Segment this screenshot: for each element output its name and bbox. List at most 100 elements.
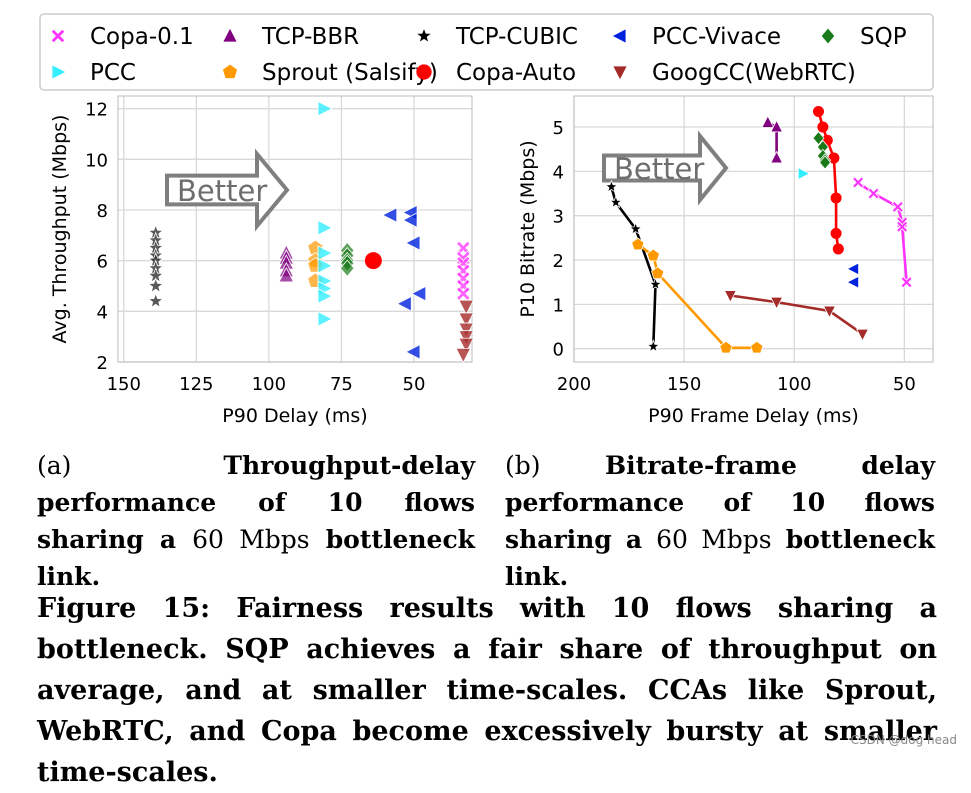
series-pcc: [317, 100, 333, 327]
data-point-pcc: [317, 219, 333, 236]
data-point-pcc-vivace: [396, 295, 412, 312]
series-tcp-cubic: [147, 224, 165, 309]
subcaption-b-suffix: bottleneck link.: [505, 525, 935, 591]
legend-label-copa-auto: Copa-Auto: [456, 60, 576, 86]
data-point-pcc-vivace: [410, 285, 427, 302]
data-point-sqp: [812, 130, 825, 146]
legend-marker-googcc-webrtc: [612, 65, 628, 81]
legend-marker-pcc-vivace: [611, 28, 627, 44]
data-point-googcc-webrtc: [770, 296, 784, 310]
legend-label-sqp: SQP: [860, 24, 907, 50]
data-point-copa-auto: [830, 192, 842, 204]
subcaption-b-link: 60 Mbps: [656, 525, 772, 554]
series-copa-0-1: [852, 176, 913, 289]
data-point-pcc-vivace: [846, 275, 859, 289]
y-axis-label: Avg. Throughput (Mbps): [49, 115, 71, 344]
series-sqp: [812, 130, 832, 170]
x-tick-label: 150: [667, 374, 701, 395]
legend-label-sprout-salsify: Sprout (Salsify): [262, 60, 438, 86]
data-point-copa-0-1: [900, 276, 913, 289]
data-point-copa-0-1: [867, 187, 880, 200]
y-tick-label: 4: [97, 302, 108, 323]
subcaption-a-label: (a): [37, 451, 72, 480]
series-pcc-vivace: [381, 204, 427, 360]
data-point-googcc-webrtc: [822, 305, 836, 319]
y-tick-label: 10: [85, 150, 108, 171]
figure-canvas: Copa-0.1 TCP-BBR TCP-CUBIC PCC-Vivace SQP PCC…: [39, 13, 934, 427]
figure-caption: Figure 15: Fairness results with 10 flow…: [37, 593, 937, 788]
x-tick-label: 200: [557, 374, 591, 395]
data-point-tcp-cubic: [604, 179, 619, 193]
series-tcp-bbr: [278, 244, 295, 283]
series-pcc: [797, 167, 811, 181]
legend-label-tcp-bbr: TCP-BBR: [261, 24, 359, 50]
data-point-copa-auto: [830, 227, 842, 239]
data-point-googcc-webrtc: [458, 330, 475, 346]
y-tick-label: 3: [553, 207, 564, 228]
subcaption-b-text: Bitrate-frame delay performance of 10 fl…: [505, 451, 935, 554]
subcaption-a-text: Throughput-delay performance of 10 flows…: [37, 451, 475, 554]
x-tick-label: 100: [777, 374, 811, 395]
data-point-googcc-webrtc: [458, 312, 475, 328]
plot-a-throughput-delay: 150 125 100 75 50 2 4 6 8 10 12 P90 Delay (ms) Avg. …: [49, 95, 475, 427]
plot-area: [573, 95, 934, 363]
data-point-copa-0-1: [455, 240, 471, 256]
data-point-googcc-webrtc: [455, 347, 472, 364]
data-point-copa-0-1: [852, 176, 865, 189]
data-point-sprout-salsify: [646, 248, 660, 262]
data-point-pcc-vivace: [405, 235, 421, 251]
better-arrow-label: Better: [614, 152, 704, 186]
series-sprout-salsify: [631, 237, 764, 354]
data-point-sqp: [339, 259, 355, 277]
data-point-googcc-webrtc: [723, 290, 737, 303]
x-tick-label: 150: [107, 374, 141, 395]
subcaption-a-link: 60 Mbps: [192, 525, 310, 554]
legend-label-pcc: PCC: [90, 60, 136, 86]
y-tick-label: 8: [97, 201, 108, 222]
watermark: CSDN @dog head: [850, 733, 957, 747]
data-point-googcc-webrtc: [856, 328, 870, 342]
data-point-sprout-salsify: [651, 266, 665, 279]
data-point-googcc-webrtc: [458, 299, 475, 316]
series-googcc-webrtc: [455, 299, 475, 364]
subcaption-b: (b) Bitrate-frame delay performance of 1…: [505, 447, 935, 595]
legend-label-pcc-vivace: PCC-Vivace: [652, 24, 781, 50]
y-tick-label: 1: [553, 295, 564, 316]
data-point-tcp-bbr: [761, 115, 775, 128]
data-point-googcc-webrtc: [458, 337, 475, 354]
data-point-pcc: [317, 288, 333, 304]
data-point-pcc: [797, 167, 811, 181]
x-tick-label: 50: [893, 374, 916, 395]
y-tick-label: 2: [97, 353, 108, 374]
data-point-pcc-vivace: [405, 344, 421, 360]
data-point-copa-0-1: [455, 286, 471, 301]
series-pcc-vivace: [846, 262, 859, 289]
data-point-tcp-bbr: [278, 266, 295, 283]
better-arrow: [165, 148, 290, 232]
data-point-copa-0-1: [891, 200, 904, 213]
legend-marker-sprout-salsify: [221, 63, 239, 79]
data-point-copa-auto: [828, 152, 840, 164]
data-point-copa-auto: [832, 243, 844, 255]
x-tick-label: 75: [330, 374, 353, 395]
series-copa-auto: [364, 252, 382, 270]
data-point-sprout-salsify: [750, 340, 764, 354]
data-point-tcp-cubic: [646, 339, 661, 353]
x-axis-label: P90 Delay (ms): [222, 405, 367, 427]
data-point-tcp-cubic: [648, 277, 663, 291]
legend-label-googcc-webrtc: GoogCC(WebRTC): [652, 60, 856, 86]
data-point-pcc: [317, 311, 333, 327]
plot-b-bitrate-frame-delay: 200 150 100 50 0 1 2 3 4 5 P90 Frame Delay (ms) P10…: [517, 95, 934, 427]
subcaption-b-label: (b): [505, 451, 541, 480]
better-arrow: [602, 130, 729, 206]
data-point-tcp-cubic: [147, 292, 165, 309]
subcaption-a-suffix: bottleneck link.: [37, 525, 475, 591]
data-point-tcp-bbr: [770, 150, 784, 164]
legend-label-tcp-cubic: TCP-CUBIC: [455, 24, 578, 50]
series-copa-0-1: [455, 240, 471, 301]
x-tick-label: 125: [179, 374, 213, 395]
y-tick-label: 5: [553, 118, 564, 139]
legend-marker-tcp-cubic: [415, 26, 433, 44]
y-tick-label: 0: [553, 340, 564, 361]
data-point-sprout-salsify: [631, 237, 645, 251]
